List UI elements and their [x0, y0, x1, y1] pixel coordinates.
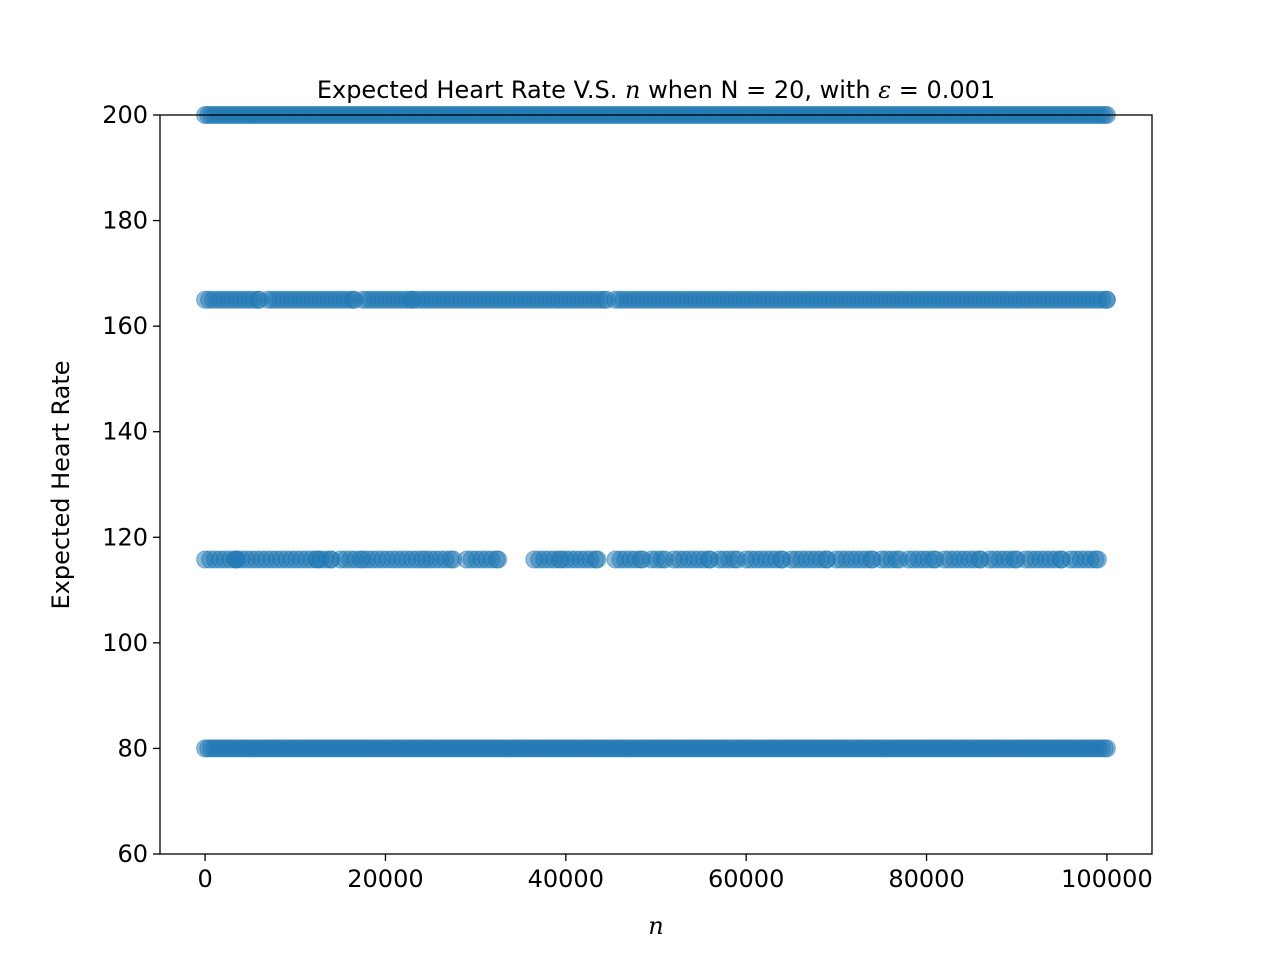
data-point — [1088, 550, 1107, 569]
x-tick-label: 60000 — [708, 865, 784, 893]
y-tick-label: 200 — [102, 101, 148, 129]
chart-title: Expected Heart Rate V.S. n when N = 20, … — [317, 76, 995, 104]
chart-title-variable: n — [625, 76, 640, 104]
y-tick-label: 80 — [117, 734, 148, 762]
chart-title-prefix: Expected Heart Rate V.S. — [317, 76, 625, 104]
data-point — [588, 550, 607, 569]
chart-title-suffix: when N = 20, with — [640, 76, 878, 104]
y-tick-label: 120 — [102, 523, 148, 551]
y-tick-label: 160 — [102, 312, 148, 340]
x-tick-label: 0 — [197, 865, 212, 893]
x-tick-label: 20000 — [347, 865, 423, 893]
x-tick-label: 100000 — [1061, 865, 1153, 893]
chart-title-epsilon-value: = 0.001 — [891, 76, 995, 104]
data-point — [1097, 290, 1116, 309]
chart-title-epsilon: ε — [878, 76, 891, 104]
y-tick-label: 140 — [102, 418, 148, 446]
y-axis-ticks: 60 80 100 120 140 160 180 200 — [102, 101, 160, 868]
y-tick-label: 180 — [102, 207, 148, 235]
data-point — [489, 550, 508, 569]
x-tick-label: 40000 — [528, 865, 604, 893]
data-point — [1097, 739, 1116, 758]
y-tick-label: 100 — [102, 629, 148, 657]
plot-frame — [159, 114, 1153, 855]
x-axis-ticks: 0 20000 40000 60000 80000 100000 — [197, 854, 1153, 893]
y-tick-label: 60 — [117, 840, 148, 868]
y-axis-label: Expected Heart Rate — [47, 360, 75, 609]
x-axis-label: n — [648, 912, 663, 940]
x-tick-label: 80000 — [888, 865, 964, 893]
